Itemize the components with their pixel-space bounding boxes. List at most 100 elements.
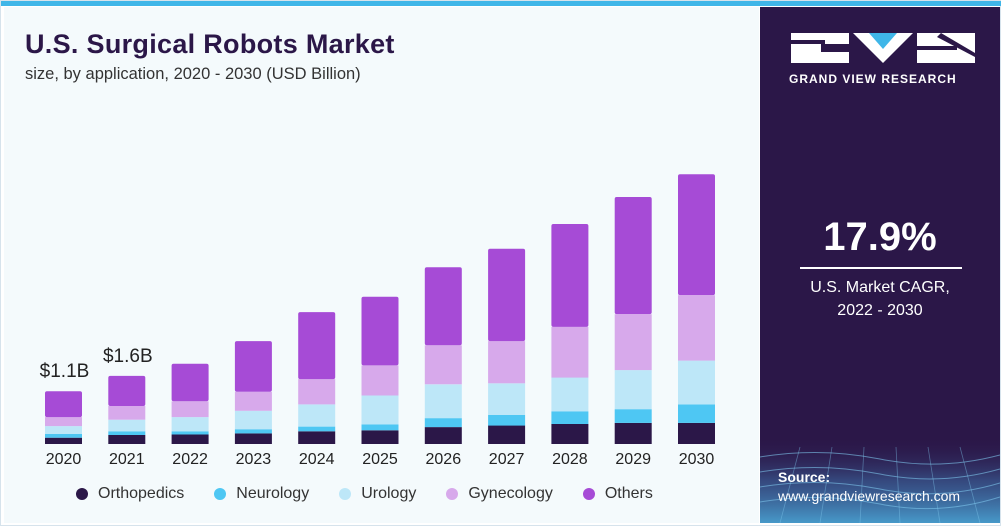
source-url[interactable]: www.grandviewresearch.com xyxy=(778,488,961,504)
bar-others-2023 xyxy=(234,341,272,392)
chart-title: U.S. Surgical Robots Market xyxy=(25,29,395,59)
x-tick-2028: 2028 xyxy=(552,451,588,468)
bar-others-2030 xyxy=(678,174,715,296)
stacked-bar-chart: 2020 2021 2022 2023 2024 2025 2026 2027 2028 2029… xyxy=(40,174,715,468)
legend-label-orthopedics: Orthopedics xyxy=(98,485,185,502)
bar-others-2020 xyxy=(45,391,82,418)
legend-item-others: Others xyxy=(582,485,653,503)
bar-urology-2026 xyxy=(424,384,462,419)
bar-others-2021 xyxy=(108,375,146,406)
bar-others-2022 xyxy=(171,363,209,402)
legend: Orthopedics Neurology Urology Gynecology Oth… xyxy=(76,485,683,503)
legend-swatch-neurology xyxy=(214,488,227,500)
cagr-divider xyxy=(800,267,962,269)
bar-orthopedics-2021 xyxy=(108,435,146,444)
legend-item-neurology: Neurology xyxy=(214,485,309,503)
legend-label-neurology: Neurology xyxy=(236,485,310,502)
bar-urology-2030 xyxy=(678,360,715,405)
bar-gynecology-2021 xyxy=(108,406,146,420)
cagr-label-line-2: 2022 - 2030 xyxy=(837,302,923,319)
x-tick-2030: 2030 xyxy=(679,451,715,468)
bar-orthopedics-2029 xyxy=(614,422,652,444)
bar-neurology-2022 xyxy=(171,431,209,435)
bar-neurology-2030 xyxy=(678,404,715,423)
bar-orthopedics-2023 xyxy=(234,433,272,444)
source-label: Source: xyxy=(778,469,831,485)
x-tick-2026: 2026 xyxy=(426,451,462,468)
bar-gynecology-2028 xyxy=(551,326,589,378)
bar-neurology-2021 xyxy=(108,431,146,435)
bar-neurology-2023 xyxy=(234,429,272,434)
legend-item-urology: Urology xyxy=(339,485,416,503)
bar-urology-2025 xyxy=(361,395,399,425)
bar-orthopedics-2027 xyxy=(488,425,526,444)
bar-neurology-2026 xyxy=(424,418,462,428)
bar-gynecology-2030 xyxy=(678,295,715,361)
bar-urology-2028 xyxy=(551,377,589,412)
cagr-label-line-1: U.S. Market CAGR, xyxy=(810,279,950,296)
brand-name: GRAND VIEW RESEARCH xyxy=(789,72,957,86)
bar-gynecology-2022 xyxy=(171,401,209,418)
bar-gynecology-2029 xyxy=(614,314,652,371)
bar-orthopedics-2020 xyxy=(45,437,82,444)
bar-gynecology-2023 xyxy=(234,391,272,411)
bar-gynecology-2027 xyxy=(488,341,526,384)
x-tick-2021: 2021 xyxy=(109,451,145,468)
x-tick-2025: 2025 xyxy=(362,451,398,468)
bar-others-2027 xyxy=(488,248,526,342)
bar-orthopedics-2030 xyxy=(678,422,715,444)
bar-neurology-2025 xyxy=(361,424,399,431)
bar-urology-2023 xyxy=(234,410,272,430)
bar-others-2028 xyxy=(551,224,589,327)
x-tick-2020: 2020 xyxy=(46,451,82,468)
bar-neurology-2024 xyxy=(298,426,336,432)
bar-neurology-2027 xyxy=(488,415,526,426)
bar-others-2026 xyxy=(424,267,462,346)
x-tick-2023: 2023 xyxy=(236,451,272,468)
grand-view-research-logo-icon xyxy=(791,33,975,63)
data-label-2021: $1.6B xyxy=(103,346,153,367)
bar-urology-2027 xyxy=(488,383,526,415)
cagr-value: 17.9% xyxy=(823,215,937,259)
legend-label-gynecology: Gynecology xyxy=(468,485,553,502)
bar-neurology-2020 xyxy=(45,434,82,438)
bar-others-2025 xyxy=(361,296,399,366)
bar-orthopedics-2024 xyxy=(298,431,336,444)
bar-urology-2029 xyxy=(614,370,652,410)
bar-others-2029 xyxy=(614,197,652,315)
bar-others-2024 xyxy=(298,312,336,380)
legend-item-orthopedics: Orthopedics xyxy=(76,485,184,503)
chart-subtitle: size, by application, 2020 - 2030 (USD B… xyxy=(25,65,361,83)
bar-urology-2021 xyxy=(108,419,146,432)
x-tick-2029: 2029 xyxy=(615,451,651,468)
bar-gynecology-2020 xyxy=(45,417,82,427)
bar-urology-2020 xyxy=(45,426,82,434)
cagr-label: U.S. Market CAGR, 2022 - 2030 xyxy=(760,276,1000,322)
wave-grid-decoration xyxy=(760,437,1000,523)
x-tick-2027: 2027 xyxy=(489,451,525,468)
bar-group xyxy=(45,174,715,444)
bar-urology-2022 xyxy=(171,417,209,432)
legend-swatch-gynecology xyxy=(446,488,459,500)
legend-swatch-urology xyxy=(339,488,352,500)
data-labels: $1.1B $1.6B xyxy=(40,346,153,382)
x-axis-tick-labels: 2020 2021 2022 2023 2024 2025 2026 2027 2028 2029… xyxy=(46,451,715,468)
bar-gynecology-2025 xyxy=(361,365,399,396)
summary-panel: GRAND VIEW RESEARCH 17.9% U.S. Market CA… xyxy=(760,7,1000,523)
bar-gynecology-2026 xyxy=(424,345,462,385)
x-tick-2022: 2022 xyxy=(172,451,208,468)
bar-neurology-2028 xyxy=(551,411,589,424)
legend-label-urology: Urology xyxy=(361,485,417,502)
bar-urology-2024 xyxy=(298,404,336,427)
bar-orthopedics-2025 xyxy=(361,430,399,444)
legend-item-gynecology: Gynecology xyxy=(446,485,553,503)
bar-neurology-2029 xyxy=(614,409,652,423)
legend-swatch-others xyxy=(582,488,595,500)
bar-orthopedics-2022 xyxy=(171,434,209,444)
bar-gynecology-2024 xyxy=(298,379,336,405)
legend-swatch-orthopedics xyxy=(76,488,88,500)
bar-orthopedics-2026 xyxy=(424,427,462,444)
legend-label-others: Others xyxy=(604,485,653,502)
x-tick-2024: 2024 xyxy=(299,451,335,468)
